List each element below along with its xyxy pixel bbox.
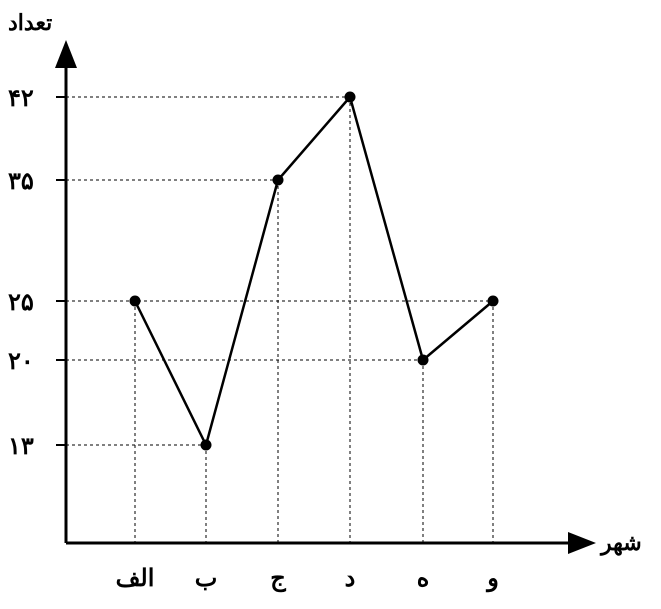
- y-tick-label-0: ۱۳: [8, 431, 34, 460]
- guide-lines: [66, 96, 494, 543]
- series-line: [129, 91, 499, 451]
- series-polyline: [133, 94, 494, 449]
- y-tick-label-1: ۲۰: [8, 346, 34, 375]
- data-point-2: [272, 174, 284, 186]
- x-tick-label-2: ج: [270, 563, 286, 593]
- x-tick-label-4: ه: [417, 563, 430, 592]
- x-axis-label: شهر: [599, 530, 642, 556]
- y-tick-label-2: ۲۵: [8, 287, 34, 316]
- x-axis-arrow: [568, 532, 596, 554]
- x-tick-labels: الف ب ج د ه و: [116, 563, 499, 593]
- x-tick-label-1: ب: [195, 563, 218, 592]
- data-point-1: [200, 439, 212, 451]
- y-tick-label-3: ۳۵: [8, 166, 34, 195]
- x-tick-label-0: الف: [116, 563, 155, 592]
- data-point-4: [417, 354, 429, 366]
- data-point-5: [487, 295, 499, 307]
- x-tick-label-5: و: [485, 563, 499, 593]
- data-point-3: [344, 91, 356, 103]
- x-tick-label-3: د: [345, 563, 356, 592]
- y-axis-arrow: [55, 40, 77, 68]
- y-axis-label: تعداد: [8, 10, 52, 36]
- data-point-0: [129, 295, 141, 307]
- y-tick-labels: ۱۳ ۲۰ ۲۵ ۳۵ ۴۲: [8, 83, 66, 460]
- y-tick-label-4: ۴۲: [8, 83, 34, 112]
